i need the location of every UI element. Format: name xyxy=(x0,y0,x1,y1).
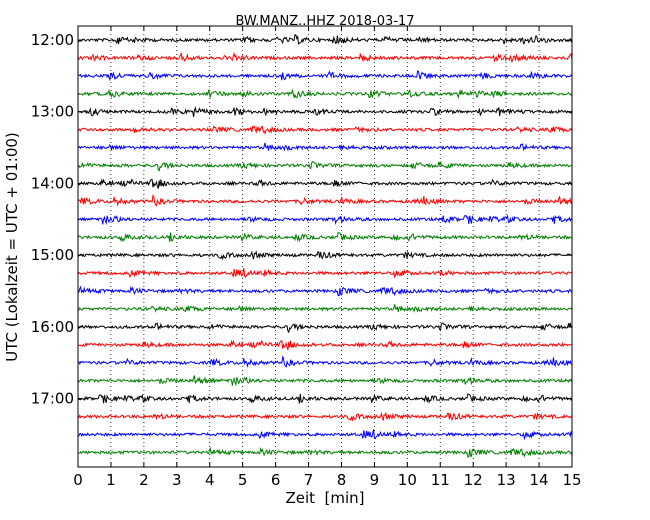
x-tick-label: 15 xyxy=(562,471,581,489)
chart-title: BW.MANZ..HHZ 2018-03-17 xyxy=(235,14,414,29)
trace-line xyxy=(77,51,573,64)
y-axis-label: UTC (Lokalzeit = UTC + 01:00) xyxy=(3,132,21,362)
x-tick-label: 12 xyxy=(464,471,483,489)
x-tick-label: 3 xyxy=(172,471,182,489)
y-tick-label: 14:00 xyxy=(31,174,74,192)
trace-line xyxy=(77,178,573,189)
vertical-grid xyxy=(110,26,540,467)
trace-line xyxy=(77,250,573,261)
trace-line xyxy=(77,304,573,313)
x-tick-label: 9 xyxy=(370,471,380,489)
x-tick-label: 0 xyxy=(73,471,83,489)
x-tick-label: 14 xyxy=(530,471,549,489)
x-tick-label: 1 xyxy=(106,471,116,489)
x-tick-label: 13 xyxy=(497,471,516,489)
trace-line xyxy=(77,161,572,172)
trace-line xyxy=(77,125,573,135)
trace-line xyxy=(77,33,573,45)
trace-line xyxy=(77,268,573,279)
y-tick-label: 12:00 xyxy=(31,31,74,49)
x-tick-label: 11 xyxy=(431,471,450,489)
y-tick-label: 16:00 xyxy=(31,318,74,336)
x-tick-label: 10 xyxy=(398,471,417,489)
plot-frame xyxy=(77,25,573,468)
x-tick-label: 2 xyxy=(139,471,149,489)
trace-line xyxy=(77,231,573,243)
x-axis: 0 1 2 3 4 5 6 7 8 9 10 11 12 13 14 15 xyxy=(73,26,582,489)
trace-line xyxy=(77,355,573,368)
x-tick-label: 5 xyxy=(238,471,248,489)
trace-line xyxy=(77,88,573,99)
trace-line xyxy=(77,411,573,422)
x-tick-label: 4 xyxy=(205,471,215,489)
trace-line xyxy=(77,285,573,297)
trace-line xyxy=(77,214,573,225)
x-tick-label: 6 xyxy=(271,471,281,489)
trace-line xyxy=(77,447,573,458)
trace-line xyxy=(77,393,573,404)
trace-line xyxy=(77,322,573,334)
y-tick-label: 17:00 xyxy=(31,390,74,408)
trace-line xyxy=(77,142,573,152)
x-tick-label: 8 xyxy=(337,471,347,489)
x-tick-label: 7 xyxy=(304,471,314,489)
trace-line xyxy=(77,339,573,351)
y-tick-label: 15:00 xyxy=(31,246,74,264)
trace-line xyxy=(77,429,573,441)
x-axis-label: Zeit [min] xyxy=(285,489,364,507)
seismic-traces xyxy=(77,33,573,458)
trace-line xyxy=(77,70,573,82)
trace-line xyxy=(77,375,573,387)
y-axis: 12:00 13:00 14:00 15:00 16:00 17:00 xyxy=(31,31,572,408)
trace-line xyxy=(77,193,573,207)
y-tick-label: 13:00 xyxy=(31,103,74,121)
trace-line xyxy=(77,106,573,118)
